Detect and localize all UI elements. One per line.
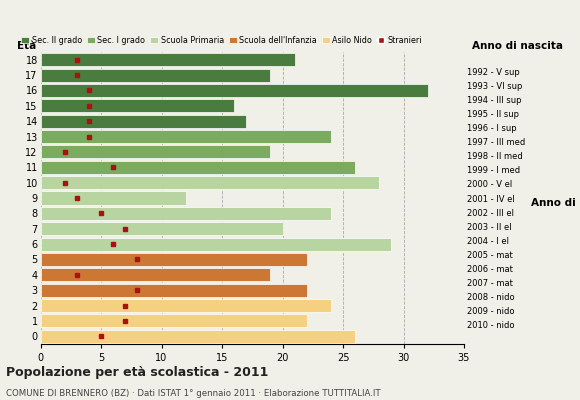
Text: Età: Età (17, 40, 37, 50)
Bar (41, 53, 295, 66)
Bar (41, 176, 379, 189)
Text: COMUNE DI BRENNERO (BZ) · Dati ISTAT 1° gennaio 2011 · Elaborazione TUTTITALIA.I: COMUNE DI BRENNERO (BZ) · Dati ISTAT 1° … (6, 389, 380, 398)
Bar (41, 68, 270, 82)
Bar (41, 222, 282, 235)
Text: Popolazione per età scolastica - 2011: Popolazione per età scolastica - 2011 (6, 366, 268, 379)
Bar (41, 192, 186, 204)
Bar (41, 268, 270, 281)
Bar (41, 130, 331, 143)
Bar (41, 314, 307, 328)
Bar (41, 284, 307, 297)
Bar (41, 299, 331, 312)
Bar (41, 238, 392, 251)
Legend: Sec. II grado, Sec. I grado, Scuola Primaria, Scuola dell'Infanzia, Asilo Nido, : Sec. II grado, Sec. I grado, Scuola Prim… (21, 36, 422, 45)
Bar (41, 253, 307, 266)
Bar (41, 84, 427, 97)
Bar (41, 207, 331, 220)
Bar (41, 145, 270, 158)
Bar (41, 161, 355, 174)
Y-axis label: Anno di nascita: Anno di nascita (531, 198, 580, 208)
Bar (41, 99, 234, 112)
Bar (41, 115, 246, 128)
Text: Anno di nascita: Anno di nascita (473, 40, 563, 50)
Bar (41, 330, 355, 343)
